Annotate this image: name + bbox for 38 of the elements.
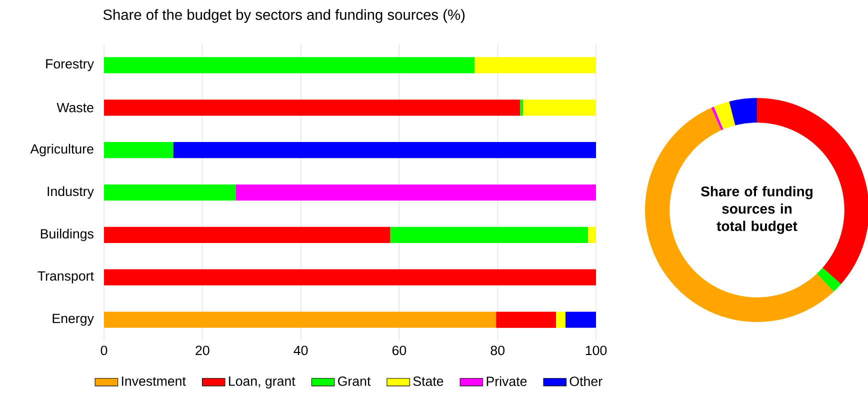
x-tick-label: 60 [392,346,406,356]
bar [523,100,596,116]
x-tick-label: 80 [490,346,504,356]
bar [474,57,596,74]
bar [104,57,474,74]
x-tick-label: 100 [586,346,607,356]
bar [588,226,596,243]
bar [390,226,588,243]
legend-label: Private [486,376,527,386]
x-tick-label: 20 [196,346,210,356]
legend-label: Grant [338,376,371,386]
y-tick-label: Industry [48,186,94,199]
y-tick-label: Energy [52,314,94,326]
legend-label: State [413,376,444,386]
bar [104,312,496,328]
x-tick-label: 40 [294,346,308,356]
chart-title: Share of the budget by sectors and funding sources (%) [103,9,465,23]
bar [104,100,520,116]
y-tick-label: Transport [38,271,94,284]
bar [104,226,390,243]
bar [104,184,236,201]
bar [104,269,596,286]
y-tick-label: Buildings [40,228,94,242]
y-tick-label: Agriculture [30,144,94,156]
x-tick-label: 0 [100,346,108,356]
y-tick-label: Waste [56,102,94,112]
bar [173,142,596,158]
text: Share of funding sources in total budget [701,186,812,234]
y-tick-label: Forestry [46,59,94,72]
legend-label: Investment [122,376,186,386]
bar [496,312,556,328]
bar [566,312,596,328]
bar [236,184,596,201]
legend-label: Loan, grant [229,376,296,388]
legend-label: Other [570,376,602,386]
bar [520,100,524,116]
bar [104,142,174,158]
bar [556,312,566,328]
